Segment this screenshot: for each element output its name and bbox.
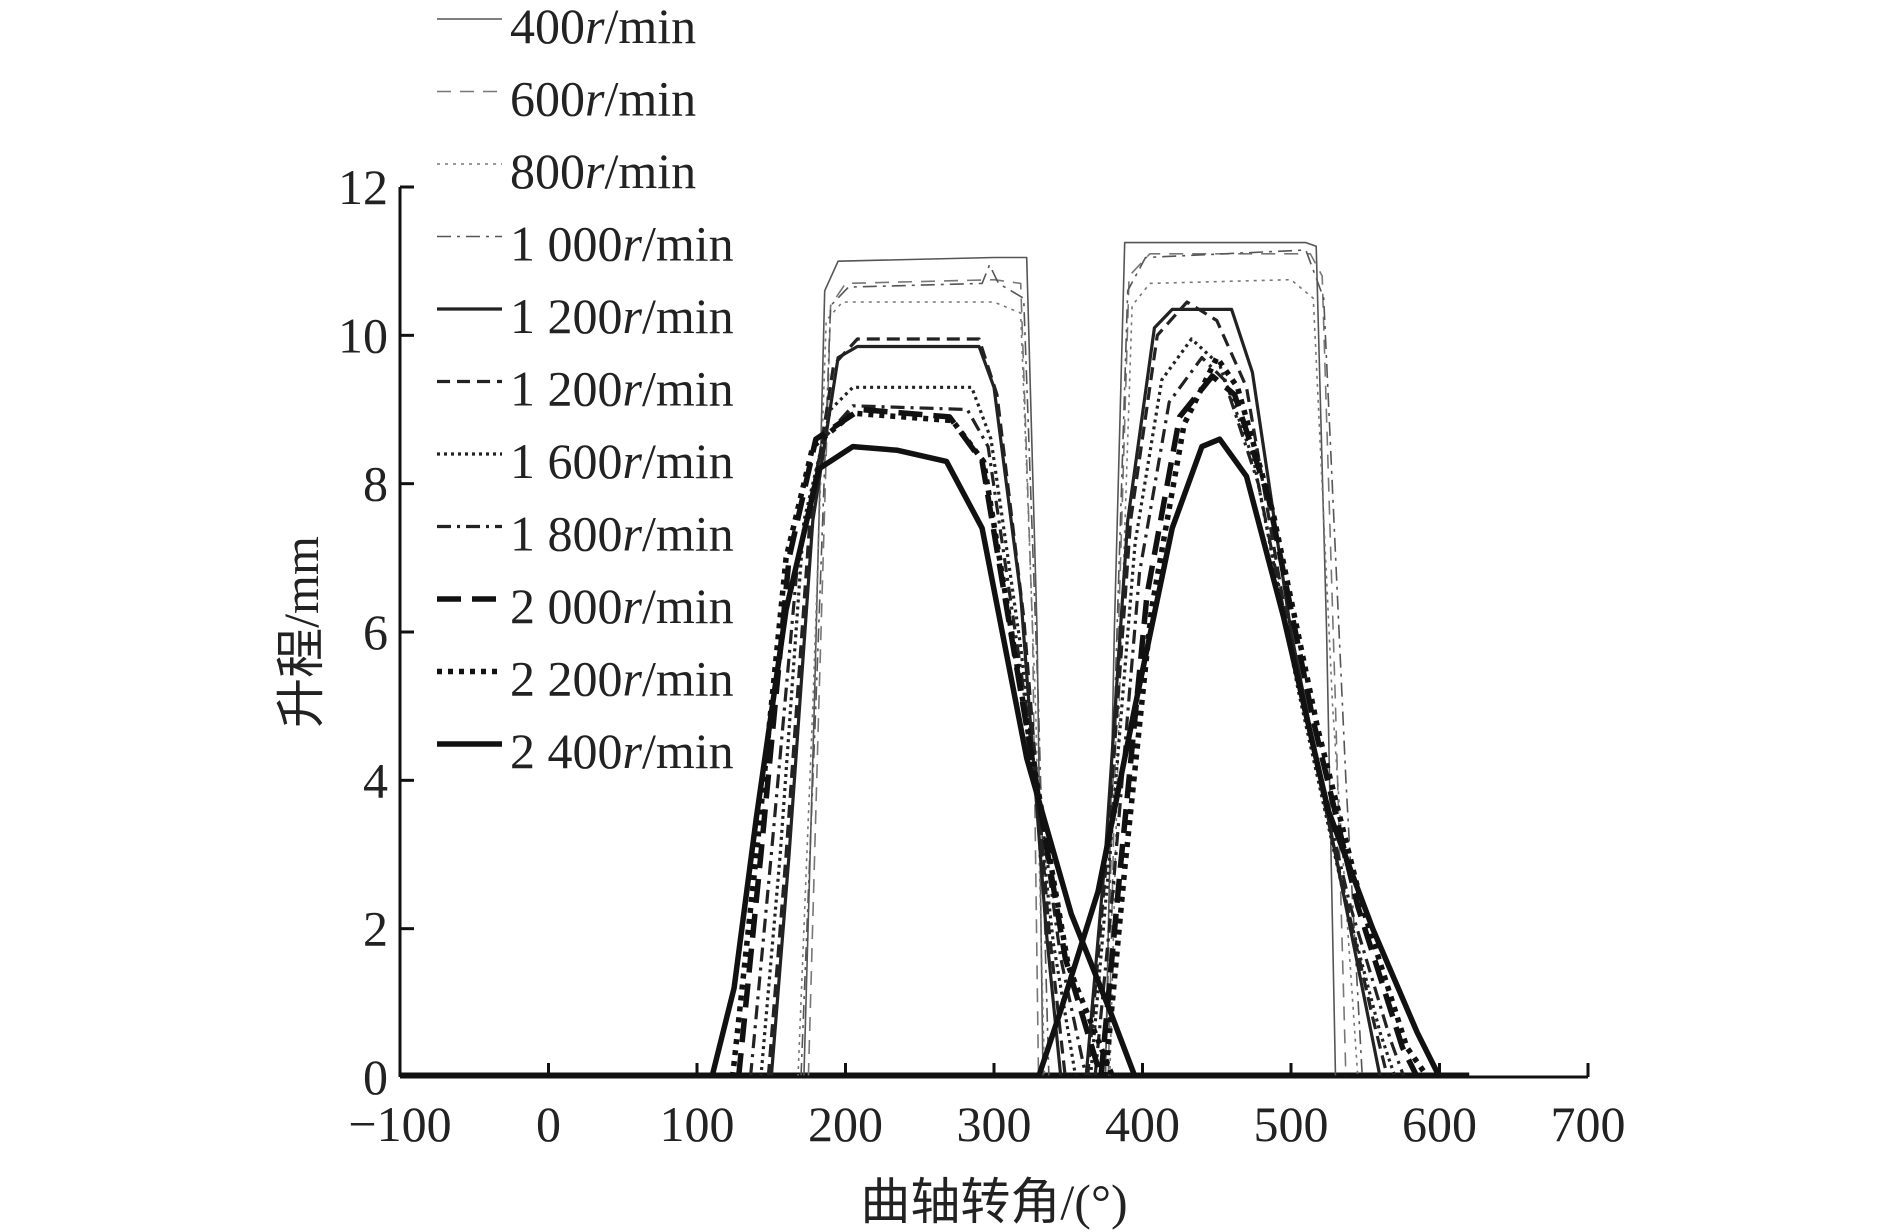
legend-label: 1 200r/min bbox=[510, 288, 734, 344]
legend-label: 1 000r/min bbox=[510, 216, 734, 272]
legend-item: 1 000r/min bbox=[437, 216, 734, 272]
series-9 bbox=[735, 373, 1420, 1079]
series-4 bbox=[800, 249, 1364, 1078]
legend-label: 2 000r/min bbox=[510, 578, 734, 634]
legend-label: 2 400r/min bbox=[510, 723, 734, 779]
legend-label: 600r/min bbox=[510, 71, 696, 127]
series-8 bbox=[748, 356, 1406, 1078]
series-line-valve1 bbox=[759, 385, 1078, 1078]
y-tick-label: 6 bbox=[363, 604, 388, 660]
legend-item: 1 600r/min bbox=[437, 433, 734, 489]
series-line-valve2 bbox=[1093, 356, 1406, 1078]
series-line-valve2 bbox=[1104, 249, 1364, 1078]
series-line-valve1 bbox=[797, 301, 1046, 1078]
series-line-valve2 bbox=[1107, 253, 1347, 1078]
legend-label: 800r/min bbox=[510, 143, 696, 199]
legend-item: 2 200r/min bbox=[437, 651, 734, 707]
x-ticks: −100 0 100 200 300 400 500 600 700 bbox=[348, 1063, 1626, 1152]
x-tick-label: 400 bbox=[1105, 1096, 1180, 1152]
legend-item: 2 400r/min bbox=[437, 723, 734, 779]
x-tick-label: 500 bbox=[1254, 1096, 1329, 1152]
legend-label: 400r/min bbox=[510, 0, 696, 54]
series-line-valve1 bbox=[729, 410, 1116, 1079]
x-tick-label: 700 bbox=[1551, 1096, 1626, 1152]
y-tick-label: 10 bbox=[338, 307, 388, 363]
legend-item: 2 000r/min bbox=[437, 578, 734, 634]
series-7 bbox=[759, 337, 1397, 1078]
x-tick-label: 100 bbox=[660, 1096, 735, 1152]
series-line-valve2 bbox=[1088, 337, 1397, 1078]
x-axis-label: 曲轴转角/(°) bbox=[860, 1174, 1127, 1230]
series-1 bbox=[803, 241, 1337, 1078]
series-line-valve1 bbox=[735, 406, 1104, 1078]
legend-label: 2 200r/min bbox=[510, 651, 734, 707]
series-line-valve2 bbox=[1104, 241, 1337, 1078]
legend-item: 600r/min bbox=[437, 71, 696, 127]
y-tick-label: 12 bbox=[338, 159, 388, 215]
y-tick-label: 0 bbox=[363, 1049, 388, 1105]
series-3 bbox=[797, 278, 1359, 1078]
legend-label: 1 600r/min bbox=[510, 433, 734, 489]
x-tick-label: 200 bbox=[808, 1096, 883, 1152]
x-tick-label: 0 bbox=[536, 1096, 561, 1152]
legend: 400r/min 600r/min 800r/min 1 000r/min 1 200r… bbox=[437, 0, 734, 779]
legend-label: 1 200r/min bbox=[510, 361, 734, 417]
x-tick-label: 300 bbox=[957, 1096, 1032, 1152]
series-layer bbox=[400, 241, 1470, 1079]
series-line-valve2 bbox=[1035, 436, 1442, 1079]
legend-label: 1 800r/min bbox=[510, 506, 734, 562]
y-ticks: 0 2 4 6 8 10 12 bbox=[338, 159, 414, 1105]
legend-item: 800r/min bbox=[437, 143, 696, 199]
series-11 bbox=[709, 436, 1442, 1079]
series-line-valve1 bbox=[800, 264, 1050, 1078]
y-tick-label: 2 bbox=[363, 901, 388, 957]
y-tick-label: 4 bbox=[363, 752, 388, 808]
x-tick-label: −100 bbox=[348, 1096, 451, 1152]
series-line-valve1 bbox=[709, 443, 1138, 1078]
y-axis-label: 升程/mm bbox=[273, 536, 329, 728]
series-line-valve1 bbox=[803, 256, 1044, 1078]
series-10 bbox=[729, 354, 1430, 1079]
legend-item: 400r/min bbox=[437, 0, 696, 54]
legend-item: 1 200r/min bbox=[437, 361, 734, 417]
y-tick-label: 8 bbox=[363, 456, 388, 512]
series-line-valve1 bbox=[807, 278, 1040, 1078]
legend-item: 1 800r/min bbox=[437, 506, 734, 562]
x-tick-label: 600 bbox=[1402, 1096, 1477, 1152]
legend-item: 1 200r/min bbox=[437, 288, 734, 344]
series-line-valve2 bbox=[1086, 300, 1390, 1078]
series-2 bbox=[807, 253, 1347, 1078]
